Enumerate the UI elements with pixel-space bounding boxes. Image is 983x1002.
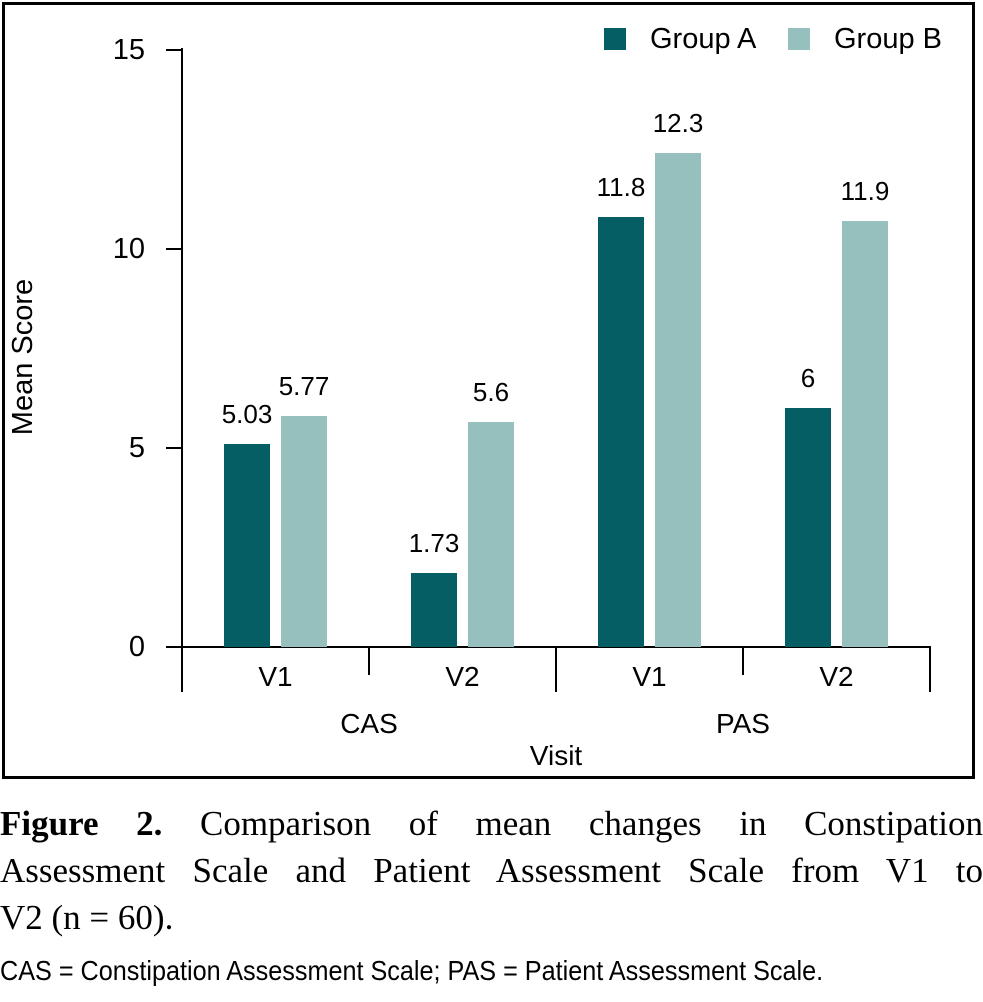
bar-group-a-pas-v2 — [785, 408, 831, 647]
bar-value-label: 11.9 — [840, 176, 890, 207]
bar-value-label: 11.8 — [596, 172, 646, 203]
group-a-swatch-icon — [604, 28, 626, 50]
bar-value-label: 6 — [800, 363, 816, 394]
legend-label-group-b: Group B — [834, 23, 942, 55]
legend-label-group-a: Group A — [650, 23, 757, 55]
y-tick-label: 0 — [128, 631, 145, 663]
bar-value-label: 12.3 — [652, 108, 704, 139]
y-tick-label: 10 — [112, 233, 145, 265]
y-tick — [166, 49, 182, 51]
group-label-cas: CAS — [340, 708, 398, 739]
x-tick-major — [929, 647, 931, 692]
figure-caption: Figure 2. Comparison of mean changes in … — [0, 800, 983, 941]
x-tick-label-v2-3: V2 — [819, 661, 854, 692]
x-tick-label-v1-2: V1 — [632, 661, 667, 692]
bar-group-b-pas-v2 — [842, 221, 888, 647]
bar-value-label: 5.03 — [221, 399, 273, 430]
bar-group-b-cas-v2 — [468, 422, 514, 647]
x-tick-label-v1-0: V1 — [258, 661, 293, 692]
y-axis-line — [181, 48, 183, 692]
y-tick — [166, 646, 182, 648]
figure-footnote: CAS = Constipation Assessment Scale; PAS… — [0, 955, 824, 986]
bar-group-b-pas-v1 — [655, 153, 701, 647]
bar-value-label: 5.6 — [472, 377, 510, 408]
caption-line-3: V2 (n = 60). — [0, 898, 174, 937]
bar-group-b-cas-v1 — [281, 416, 327, 647]
x-tick-minor — [742, 647, 744, 675]
y-axis-title: Mean Score — [7, 278, 39, 436]
group-label-pas: PAS — [716, 708, 770, 739]
bar-group-a-cas-v2 — [411, 573, 457, 647]
y-tick-label: 5 — [128, 432, 145, 464]
y-tick — [166, 248, 182, 250]
x-tick-label-v2-1: V2 — [445, 661, 480, 692]
bar-value-label: 5.77 — [278, 371, 330, 402]
y-tick — [166, 447, 182, 449]
x-tick-minor — [368, 647, 370, 675]
x-axis-title: Visit — [529, 740, 583, 771]
x-tick-major — [555, 647, 557, 692]
bar-value-label: 1.73 — [408, 528, 460, 559]
bar-group-a-cas-v1 — [224, 444, 270, 647]
caption-line-1: Figure 2. Comparison of mean changes in … — [0, 800, 983, 847]
y-tick-label: 15 — [112, 34, 145, 66]
caption-line-1-text: Comparison of mean changes in Constipati… — [162, 804, 983, 843]
caption-figure-number: Figure 2. — [0, 804, 163, 843]
bar-group-a-pas-v1 — [598, 217, 644, 647]
chart-panel: Group A Group B Mean Score 0 5 10 15 V1 V2 V1 V… — [2, 2, 975, 779]
caption-line-2: Assessment Scale and Patient Assessment … — [0, 851, 983, 890]
group-b-swatch-icon — [788, 28, 810, 50]
